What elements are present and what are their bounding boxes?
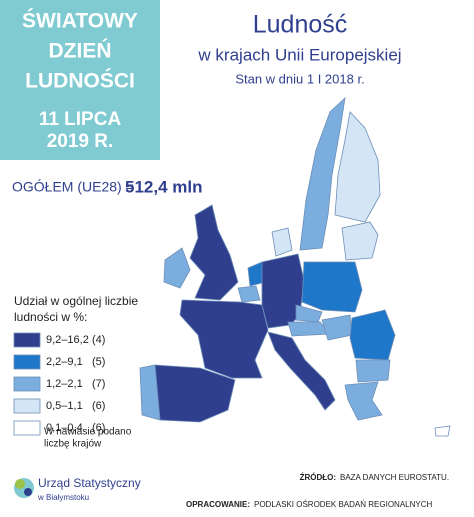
legend-swatch bbox=[13, 332, 41, 348]
author-label: OPRACOWANIE: bbox=[186, 500, 250, 509]
legend-swatch bbox=[13, 420, 41, 436]
germany bbox=[261, 253, 305, 329]
baltics bbox=[341, 221, 379, 261]
legend-range: 0,5–1,1 bbox=[46, 400, 83, 412]
subtitle: w krajach Unii Europejskiej bbox=[197, 45, 401, 64]
logo-place: w Białymstoku bbox=[37, 493, 89, 502]
total-label: OGÓŁEM (UE28) = bbox=[12, 179, 134, 195]
legend-note: W nawiasie podano bbox=[44, 427, 132, 438]
legend-swatch bbox=[13, 398, 41, 414]
banner-line: DZIEŃ bbox=[49, 40, 112, 63]
legend-swatch bbox=[13, 354, 41, 370]
banner-date: 2019 R. bbox=[47, 131, 114, 152]
italy bbox=[267, 331, 336, 411]
legend-count: (4) bbox=[92, 334, 105, 346]
denmark bbox=[271, 227, 293, 257]
title: Ludność bbox=[253, 11, 348, 39]
france bbox=[179, 299, 269, 379]
banner-date: 11 LIPCA bbox=[39, 109, 122, 130]
banner-line: LUDNOŚCI bbox=[25, 69, 135, 93]
logo-name: Urząd Statystyczny bbox=[38, 476, 141, 490]
legend-swatch bbox=[13, 376, 41, 392]
portugal bbox=[139, 364, 161, 421]
legend-title: ludności w %: bbox=[14, 310, 87, 324]
date: Stan w dniu 1 I 2018 r. bbox=[235, 71, 364, 86]
legend-range: 0,1–0,4 bbox=[46, 422, 83, 434]
map bbox=[139, 96, 451, 437]
legend-count: (5) bbox=[92, 356, 105, 368]
legend-range: 1,2–2,1 bbox=[46, 378, 83, 390]
legend-note: liczbę krajów bbox=[44, 439, 102, 450]
legend-count: (7) bbox=[92, 378, 105, 390]
finland bbox=[334, 111, 381, 223]
sweden bbox=[299, 96, 346, 251]
total-value: 512,4 mln bbox=[125, 177, 203, 196]
legend-title: Udział w ogólnej liczbie bbox=[14, 294, 138, 308]
legend-range: 2,2–9,1 bbox=[46, 356, 83, 368]
source-label: ŹRÓDŁO: bbox=[300, 473, 336, 482]
cyprus bbox=[434, 425, 451, 437]
author: PODLASKI OŚRODEK BADAŃ REGIONALNYCH bbox=[254, 500, 432, 509]
uk bbox=[189, 204, 239, 301]
belgium bbox=[237, 285, 261, 303]
romania bbox=[349, 309, 396, 361]
legend-count: (6) bbox=[92, 400, 105, 412]
ireland bbox=[163, 247, 191, 289]
legend-count: (6) bbox=[92, 422, 105, 434]
source: BAZA DANYCH EUROSTATU. bbox=[340, 473, 449, 482]
legend: 9,2–16,2 (4) 2,2–9,1 (5) 1,2–2,1 (7) 0,5–1,1 (6… bbox=[13, 332, 105, 436]
poland bbox=[301, 261, 363, 313]
banner-line: ŚWIATOWY bbox=[22, 9, 138, 33]
greece bbox=[344, 381, 383, 421]
legend-range: 9,2–16,2 bbox=[46, 334, 89, 346]
logo-icon bbox=[14, 478, 34, 498]
bulgaria bbox=[355, 359, 391, 383]
banner-box bbox=[0, 0, 160, 160]
